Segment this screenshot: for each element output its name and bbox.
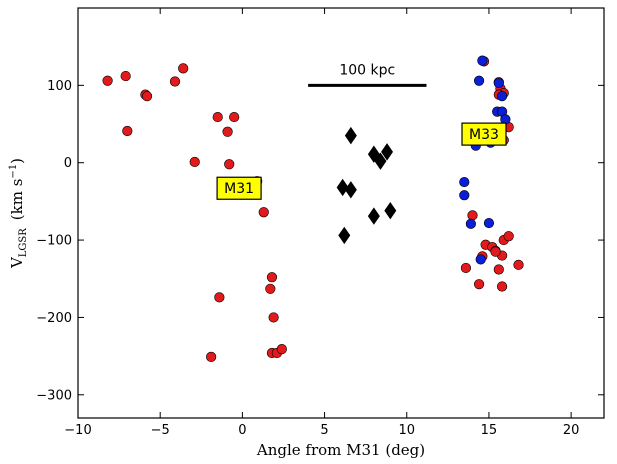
diamond-point (344, 126, 357, 145)
red-point (496, 281, 508, 292)
y-axis-label-unit: (km s (8, 179, 26, 221)
m31-label-box (216, 176, 262, 200)
red-point (122, 125, 133, 137)
blue-point (473, 75, 485, 86)
x-tick-label: −10 (64, 423, 91, 438)
red-point (222, 126, 233, 137)
red-point (141, 91, 153, 102)
plot-frame (77, 7, 605, 419)
y-axis-label-main: V (8, 256, 26, 269)
diamond-point (344, 181, 357, 199)
red-point (493, 264, 504, 275)
red-point (224, 159, 235, 170)
axes-layer: −10 −5 0 5 10 15 20 −300 −200 −100 0 100 (36, 8, 604, 438)
diamond-point (338, 226, 351, 245)
red-point (467, 210, 478, 221)
red-point (102, 75, 113, 86)
blue-point (493, 77, 504, 89)
red-point (460, 262, 472, 274)
y-tick-label: −100 (36, 234, 72, 249)
red-point (490, 246, 501, 257)
blue-point (459, 176, 470, 188)
x-tick-label: 15 (481, 423, 498, 438)
blue-point (496, 91, 508, 102)
red-point (178, 63, 189, 74)
x-tick-label: 0 (238, 423, 246, 438)
diamond-point (381, 143, 394, 161)
y-axis-label-close: ) (8, 158, 26, 164)
m33-label: M33 (469, 127, 499, 143)
red-point (120, 70, 131, 82)
y-tick-label: 100 (47, 79, 72, 94)
red-point (169, 76, 181, 87)
red-point (473, 279, 485, 290)
y-axis-label-superscript: −1 (8, 164, 19, 179)
y-tick-label: 0 (64, 156, 72, 171)
red-point (276, 344, 287, 355)
diamond-point (374, 152, 387, 170)
data-points-layer (102, 55, 524, 362)
scale-bar-label: 100 kpc (339, 63, 395, 79)
x-axis-label: Angle from M31 (deg) (256, 441, 425, 459)
red-point (268, 312, 279, 323)
blue-point (465, 218, 476, 229)
diamond-point (367, 207, 380, 225)
y-tick-label: −200 (36, 311, 72, 326)
red-point (229, 111, 240, 123)
blue-point (459, 190, 470, 201)
red-point (265, 283, 276, 294)
red-point (503, 231, 514, 242)
red-point (206, 351, 217, 362)
red-point (258, 207, 269, 218)
diamond-point (336, 178, 349, 197)
red-point (212, 111, 223, 123)
y-axis-label: VLGSR (km s−1) (8, 158, 29, 269)
x-tick-label: 10 (398, 423, 415, 438)
m31-label: M31 (224, 181, 254, 197)
y-tick-label: −300 (36, 388, 72, 403)
x-tick-label: 20 (563, 423, 580, 438)
y-axis-label-subscript: LGSR (18, 228, 29, 257)
blue-point (483, 217, 495, 229)
red-point (266, 272, 278, 283)
x-tick-label: −5 (151, 423, 170, 438)
annotations-layer: M31 M33 100 kpc (216, 63, 507, 200)
blue-point (475, 254, 486, 265)
red-point (189, 156, 200, 168)
red-point (513, 259, 524, 270)
m33-label-box (461, 122, 507, 146)
x-tick-label: 5 (320, 423, 328, 438)
diamond-point (384, 201, 397, 220)
blue-point (477, 55, 488, 66)
red-point (214, 292, 225, 303)
